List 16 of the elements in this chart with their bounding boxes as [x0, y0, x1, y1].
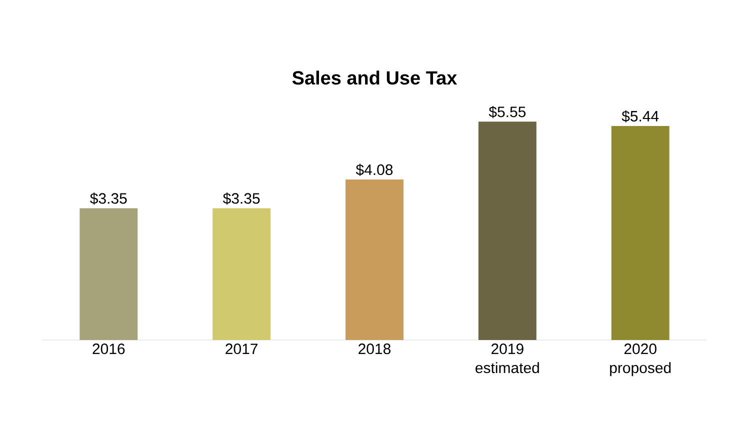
bar — [611, 126, 670, 340]
x-tick-label: 2017 — [226, 343, 258, 354]
data-label: $4.08 — [356, 164, 393, 176]
data-label: $3.35 — [222, 192, 260, 205]
bar — [346, 179, 404, 340]
bar — [80, 208, 138, 340]
chart-title: Sales and Use Tax — [292, 70, 458, 85]
bar — [478, 122, 536, 340]
x-tick-label: 2016 — [92, 343, 125, 354]
x-tick-label: 2018 — [358, 343, 391, 354]
x-tick-label: 2020 proposed — [610, 343, 671, 376]
data-label: $5.55 — [488, 106, 526, 118]
x-tick-label: 2019 estimated — [476, 343, 539, 374]
data-label: $3.35 — [90, 192, 127, 205]
bar — [212, 208, 271, 340]
data-label: $5.44 — [622, 110, 659, 122]
